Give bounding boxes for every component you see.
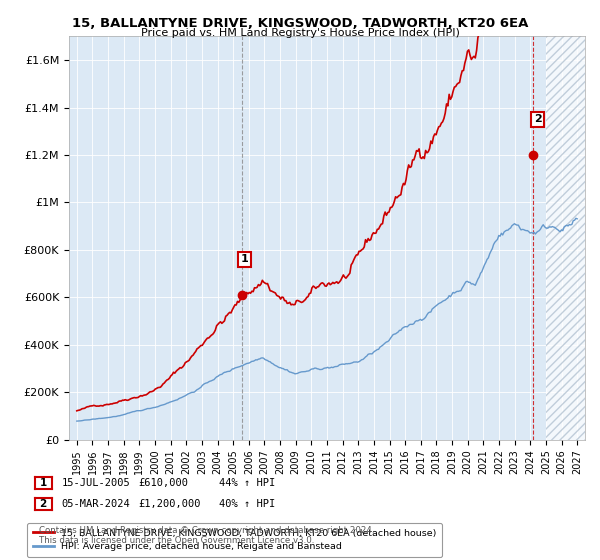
Text: 44% ↑ HPI: 44% ↑ HPI (219, 478, 275, 488)
Text: This data is licensed under the Open Government Licence v3.0.: This data is licensed under the Open Gov… (39, 536, 314, 545)
Text: 2: 2 (40, 499, 47, 509)
Text: Price paid vs. HM Land Registry's House Price Index (HPI): Price paid vs. HM Land Registry's House … (140, 28, 460, 38)
Text: 1: 1 (40, 478, 47, 488)
Legend: 15, BALLANTYNE DRIVE, KINGSWOOD, TADWORTH, KT20 6EA (detached house), HPI: Avera: 15, BALLANTYNE DRIVE, KINGSWOOD, TADWORT… (27, 523, 442, 557)
Text: 40% ↑ HPI: 40% ↑ HPI (219, 499, 275, 509)
Text: 2: 2 (534, 114, 542, 124)
Text: £1,200,000: £1,200,000 (138, 499, 200, 509)
Text: 15, BALLANTYNE DRIVE, KINGSWOOD, TADWORTH, KT20 6EA: 15, BALLANTYNE DRIVE, KINGSWOOD, TADWORT… (72, 17, 528, 30)
Text: 15-JUL-2005: 15-JUL-2005 (62, 478, 131, 488)
Text: 05-MAR-2024: 05-MAR-2024 (62, 499, 131, 509)
Bar (546, 36, 585, 440)
Text: Contains HM Land Registry data © Crown copyright and database right 2024.: Contains HM Land Registry data © Crown c… (39, 526, 374, 535)
Text: 1: 1 (241, 254, 248, 264)
Bar (546, 36, 585, 440)
Text: £610,000: £610,000 (138, 478, 188, 488)
